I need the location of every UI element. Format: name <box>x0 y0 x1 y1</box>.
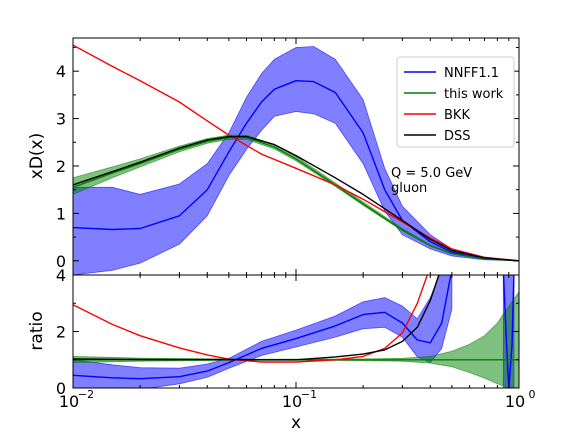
top-y-tick-label: 0 <box>56 252 66 271</box>
top-y-tick-label: 4 <box>56 62 66 81</box>
x-axis-label: x <box>291 413 301 433</box>
legend: NNFF1.1 this work BKK DSS <box>396 56 515 148</box>
bottom-panel-plot <box>73 275 519 388</box>
top-y-tick-label: 1 <box>56 204 66 223</box>
x-tick-label: 10 <box>59 392 79 411</box>
top-y-tick-label: 3 <box>56 110 66 129</box>
legend-label-bkk: BKK <box>444 108 470 123</box>
legend-label-dss: DSS <box>444 129 471 144</box>
top-line-dss <box>73 135 519 262</box>
legend-label-nnff1-1: NNFF1.1 <box>444 66 499 81</box>
legend-label-this-work: this work <box>444 87 504 102</box>
bottom-line-bkk <box>73 275 429 363</box>
top-y-tick-label: 2 <box>56 157 66 176</box>
x-tick-exponent: −1 <box>301 388 317 401</box>
x-tick-label: 10 <box>282 392 302 411</box>
x-tick-label: 10 <box>505 392 525 411</box>
annotation-parton: gluon <box>391 181 427 196</box>
annotation-scale: Q = 5.0 GeV <box>391 166 472 181</box>
top-line-bkk <box>73 44 519 262</box>
top-line-nnff1-1 <box>73 80 519 262</box>
bottom-band-nnff1-1 <box>73 275 453 388</box>
bottom-y-axis-label: ratio <box>27 311 47 350</box>
x-tick-exponent: 0 <box>529 388 536 401</box>
top-y-axis-label: xD(x) <box>27 133 47 179</box>
bottom-line-dss <box>73 275 440 361</box>
bottom-line-nnff1-1 <box>73 275 452 380</box>
bottom-y-tick-label: 2 <box>56 323 66 342</box>
top-line-this-work <box>73 136 519 262</box>
legend-box <box>396 56 515 148</box>
bottom-line-nnff1-1-x-1 <box>502 275 515 388</box>
x-tick-exponent: −2 <box>78 388 94 401</box>
top-panel-plot <box>73 44 519 275</box>
bottom-y-tick-label: 0 <box>56 379 66 398</box>
bottom-y-tick-label: 4 <box>56 266 66 285</box>
